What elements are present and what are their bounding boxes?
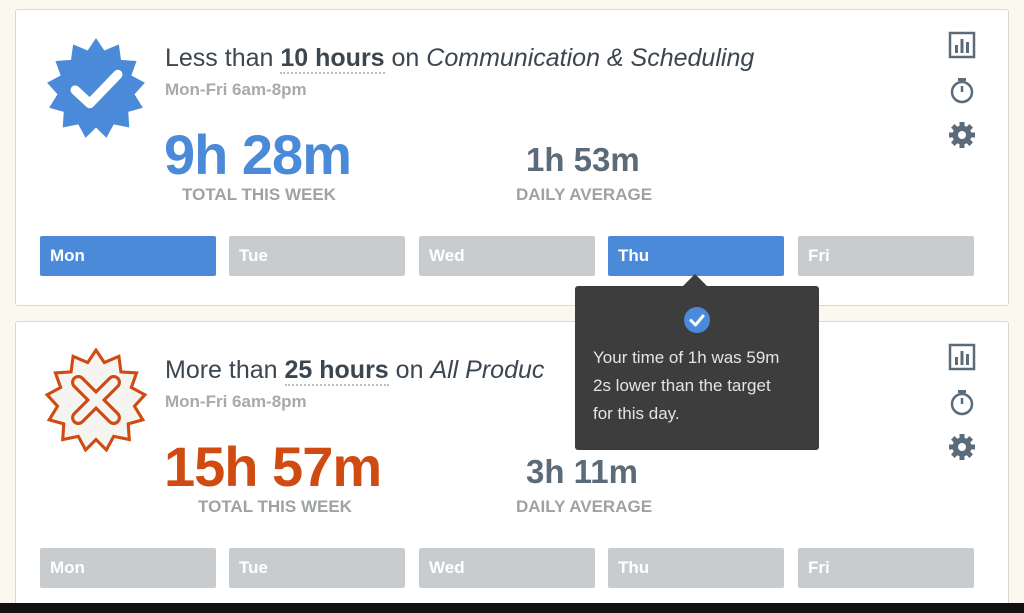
- total-this-week-value: 15h 57m: [164, 435, 382, 498]
- total-this-week-label: TOTAL THIS WEEK: [198, 497, 352, 516]
- stopwatch-icon[interactable]: [947, 387, 977, 417]
- goal-category: All Produc: [430, 356, 545, 384]
- tooltip-line: 2s lower than the target: [593, 376, 771, 395]
- card-actions: [947, 342, 983, 477]
- day-tue[interactable]: Tue: [229, 236, 405, 276]
- tooltip-line: Your time of 1h was 59m: [593, 348, 780, 367]
- day-tue[interactable]: Tue: [229, 548, 405, 588]
- day-fri[interactable]: Fri: [798, 548, 974, 588]
- day-tooltip: Your time of 1h was 59m 2s lower than th…: [575, 274, 819, 450]
- goal-amount[interactable]: 25 hours: [284, 356, 389, 386]
- card-actions: [947, 30, 983, 165]
- x-badge-icon: [44, 348, 148, 452]
- day-mon[interactable]: Mon: [40, 548, 216, 588]
- goal-card-all-productive: More than 25 hours on All Produc Mon-Fri…: [15, 321, 1009, 613]
- check-circle-icon: [684, 307, 710, 333]
- daily-average-value: 3h 11m: [526, 453, 638, 490]
- stopwatch-icon[interactable]: [947, 75, 977, 105]
- bar-chart-icon[interactable]: [947, 30, 977, 60]
- goal-amount[interactable]: 10 hours: [280, 44, 385, 74]
- tooltip-line: for this day.: [593, 404, 680, 423]
- goal-category: Communication & Scheduling: [426, 44, 755, 72]
- daily-average-label: DAILY AVERAGE: [516, 185, 653, 204]
- day-mon[interactable]: Mon: [40, 236, 216, 276]
- check-badge-icon: [47, 38, 145, 138]
- gear-icon[interactable]: [947, 120, 977, 150]
- tooltip-arrow: [683, 274, 707, 286]
- screen-bottom-edge: [0, 603, 1024, 613]
- gear-icon[interactable]: [947, 432, 977, 462]
- day-wed[interactable]: Wed: [419, 236, 595, 276]
- daily-average-label: DAILY AVERAGE: [516, 497, 653, 516]
- goal-card-communication: Less than 10 hours on Communication & Sc…: [15, 9, 1009, 306]
- bar-chart-icon[interactable]: [947, 342, 977, 372]
- day-wed[interactable]: Wed: [419, 548, 595, 588]
- goal-title: More than 25 hours on All Produc: [165, 356, 545, 386]
- total-this-week-value: 9h 28m: [164, 123, 352, 186]
- total-this-week-label: TOTAL THIS WEEK: [182, 185, 336, 204]
- day-thu[interactable]: Thu: [608, 236, 784, 276]
- goal-schedule: Mon-Fri 6am-8pm: [165, 392, 307, 411]
- daily-average-value: 1h 53m: [526, 141, 640, 178]
- goal-title: Less than 10 hours on Communication & Sc…: [165, 44, 755, 74]
- goal-schedule: Mon-Fri 6am-8pm: [165, 80, 307, 99]
- day-thu[interactable]: Thu: [608, 548, 784, 588]
- day-fri[interactable]: Fri: [798, 236, 974, 276]
